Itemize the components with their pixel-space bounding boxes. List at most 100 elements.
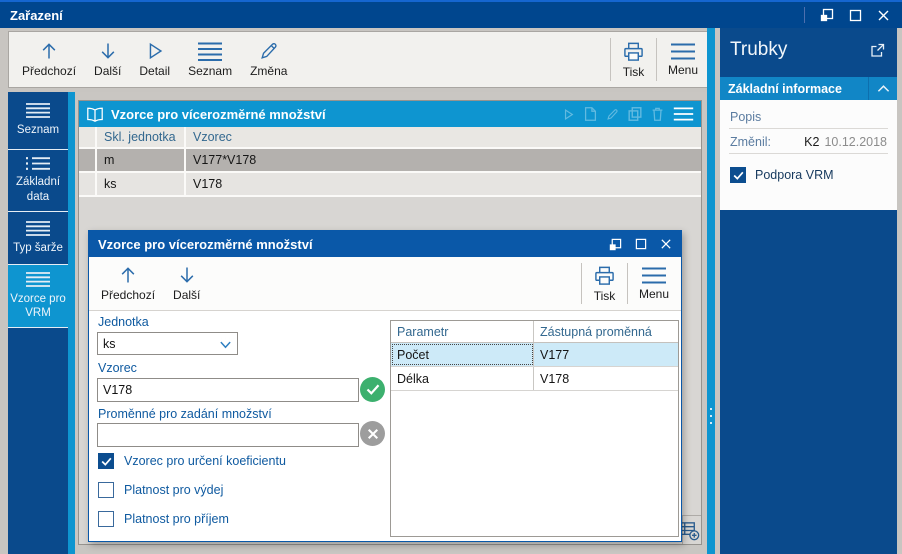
changed-label: Změnil: xyxy=(730,135,771,149)
checkbox-platnost-vydej[interactable]: Platnost pro výdej xyxy=(98,482,223,498)
sidebar-item-label: Vzorce pro VRM xyxy=(10,292,66,319)
edit-icon xyxy=(606,108,619,121)
print-label: Tisk xyxy=(622,64,645,79)
cell-parametr: Počet xyxy=(391,343,534,366)
column-header-formula[interactable]: Vzorec xyxy=(193,130,232,144)
dock-window-icon[interactable] xyxy=(609,238,622,251)
field-zmenil: Změnil: K2 10.12.2018 xyxy=(729,129,888,154)
next-label: Další xyxy=(173,288,201,302)
printer-icon xyxy=(593,265,616,286)
sidebar-item-seznam[interactable]: Seznam xyxy=(8,92,68,150)
dialog-title: Vzorce pro vícerozměrné množství xyxy=(98,236,313,252)
change-button[interactable]: Změna xyxy=(241,32,296,87)
table-row[interactable]: ks V178 xyxy=(79,173,701,197)
menu-button[interactable]: Menu xyxy=(630,257,678,310)
delete-icon xyxy=(651,107,664,121)
play-icon xyxy=(145,41,165,61)
checkbox-podpora-vrm[interactable]: Podpora VRM xyxy=(729,167,888,183)
menu-button[interactable]: Menu xyxy=(659,32,707,87)
basic-info-card: Popis Změnil: K2 10.12.2018 Podpora VRM xyxy=(720,100,897,210)
panel-splitter[interactable] xyxy=(707,28,715,554)
formula-input[interactable] xyxy=(97,378,359,402)
checkbox-icon[interactable] xyxy=(98,453,114,469)
section-header-basic-info[interactable]: Základní informace xyxy=(720,77,897,100)
table-row[interactable]: Počet V177 xyxy=(391,343,678,367)
unit-field-label: Jednotka xyxy=(98,315,149,329)
field-popis[interactable]: Popis xyxy=(729,104,888,129)
close-icon[interactable] xyxy=(877,9,890,22)
menu-icon xyxy=(641,267,667,284)
pencil-icon xyxy=(259,41,279,61)
changed-date-value: 10.12.2018 xyxy=(824,135,887,149)
table-header-row: Parametr Zástupná proměnná xyxy=(391,321,678,343)
insert-record-icon[interactable] xyxy=(679,520,700,541)
checkbox-platnost-prijem[interactable]: Platnost pro příjem xyxy=(98,511,229,527)
variables-input[interactable] xyxy=(97,423,359,447)
list-window-header: Vzorce pro vícerozměrné množství xyxy=(79,101,701,127)
dialog-window: Vzorce pro vícerozměrné množství xyxy=(88,230,682,542)
menu-icon[interactable] xyxy=(673,107,694,121)
list-label: Seznam xyxy=(188,63,233,78)
parameter-table: Parametr Zástupná proměnná Počet V177 Dé… xyxy=(390,320,679,537)
checkbox-icon[interactable] xyxy=(98,511,114,527)
sidebar-item-zakladni-data[interactable]: Základní data xyxy=(8,150,68,212)
checkbox-icon[interactable] xyxy=(730,167,746,183)
toolbar-separator xyxy=(609,38,611,81)
previous-button[interactable]: Předchozí xyxy=(13,32,85,87)
dialog-titlebar[interactable]: Vzorce pro vícerozměrné množství xyxy=(89,231,681,257)
titlebar-separator xyxy=(804,7,805,23)
maximize-icon[interactable] xyxy=(635,238,647,250)
table-row[interactable]: Délka V178 xyxy=(391,367,678,391)
sidebar-item-typ-sarze[interactable]: Typ šarže xyxy=(8,212,68,265)
close-icon[interactable] xyxy=(660,238,672,250)
dotted-list-icon xyxy=(25,157,51,171)
window-title: Zařazení xyxy=(10,7,63,23)
cell-promenna: V177 xyxy=(540,347,570,362)
column-header-unit[interactable]: Skl. jednotka xyxy=(97,127,186,147)
next-button[interactable]: Další xyxy=(164,257,209,310)
list-button[interactable]: Seznam xyxy=(179,32,241,87)
collapse-section-button[interactable] xyxy=(868,77,897,100)
detail-label: Detail xyxy=(139,64,171,78)
dialog-toolbar: Předchozí Další Tisk Menu xyxy=(89,257,681,311)
table-row[interactable]: m V177*V178 xyxy=(79,149,701,173)
arrow-down-icon xyxy=(177,265,197,285)
print-button[interactable]: Tisk xyxy=(584,257,625,310)
checkbox-koeficient[interactable]: Vzorec pro určení koeficientu xyxy=(98,453,286,469)
menu-label: Menu xyxy=(667,62,698,77)
row-indicator xyxy=(79,173,97,195)
maximize-icon[interactable] xyxy=(849,9,862,22)
previous-label: Předchozí xyxy=(101,288,156,302)
open-external-icon[interactable] xyxy=(870,43,885,58)
checkbox-icon[interactable] xyxy=(98,482,114,498)
sidebar-accent-strip xyxy=(68,92,75,554)
arrow-up-icon xyxy=(118,265,138,285)
checkbox-label: Vzorec pro určení koeficientu xyxy=(124,454,286,468)
sidebar-item-label: Seznam xyxy=(16,124,60,137)
previous-button[interactable]: Předchozí xyxy=(92,257,164,310)
cell-promenna: V178 xyxy=(540,371,570,386)
toolbar-separator xyxy=(580,263,582,304)
column-header-zastupna-promenna[interactable]: Zástupná proměnná xyxy=(540,324,652,339)
clear-x-icon[interactable] xyxy=(360,421,385,446)
print-button[interactable]: Tisk xyxy=(613,32,654,87)
dock-window-icon[interactable] xyxy=(820,8,834,22)
formula-field-label: Vzorec xyxy=(98,361,137,375)
unit-combobox[interactable]: ks xyxy=(97,332,238,355)
sidebar-item-label: Základní data xyxy=(15,176,61,203)
sidebar-item-vzorce-pro-vrm[interactable]: Vzorce pro VRM xyxy=(8,265,68,328)
toolbar-separator xyxy=(655,38,657,81)
cell-unit: ks xyxy=(97,173,186,195)
detail-button[interactable]: Detail xyxy=(130,32,179,87)
panel-title: Trubky xyxy=(730,39,788,60)
next-button[interactable]: Další xyxy=(85,32,130,87)
change-label: Změna xyxy=(250,64,288,78)
previous-label: Předchozí xyxy=(22,64,77,78)
dropdown-icon[interactable] xyxy=(218,337,233,350)
print-label: Tisk xyxy=(593,288,616,303)
column-header-parametr[interactable]: Parametr xyxy=(391,321,534,342)
main-toolbar: Předchozí Další Detail Seznam Změna xyxy=(8,31,712,88)
row-indicator xyxy=(79,149,97,171)
new-record-icon xyxy=(584,107,597,121)
